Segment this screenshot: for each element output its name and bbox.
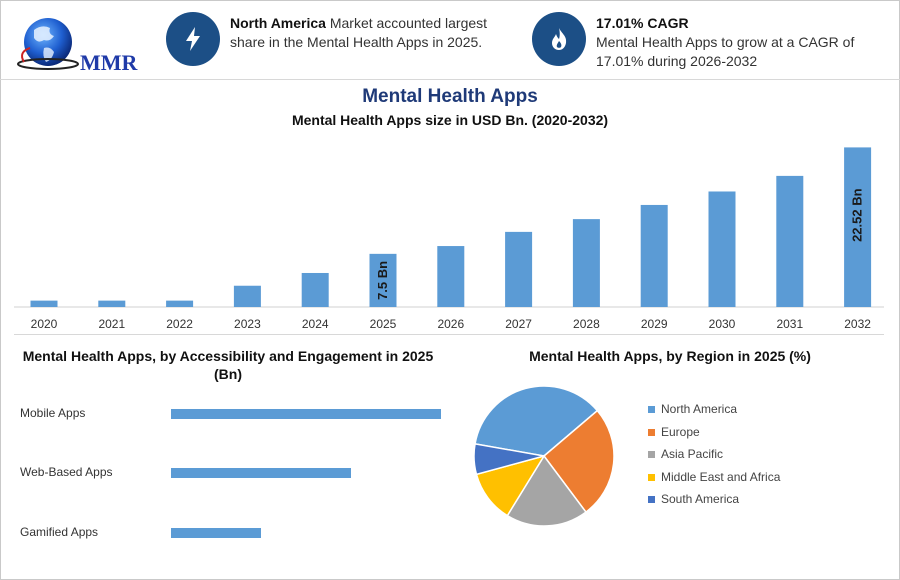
chart-subtitle: Mental Health Apps size in USD Bn. (2020… — [291, 112, 609, 128]
bar-2027 — [505, 231, 533, 307]
tick-label-2030: 2030 — [709, 317, 736, 331]
info2-bold: 17.01% CAGR — [596, 15, 689, 31]
market-size-bar-chart: 2020 2021 2022 2023 2024 2025 2026 2027 2028 2029… — [14, 147, 884, 331]
info1-bold: North America — [230, 15, 326, 31]
hbar-label-gamified-apps: Gamified Apps — [20, 525, 98, 539]
region-chart-title: Mental Health Apps, by Region in 2025 (%… — [529, 348, 811, 364]
logo-text: MMR — [80, 50, 138, 75]
accessibility-bar-chart: Mobile Apps Web-Based Apps Gamified Apps — [20, 406, 441, 539]
tick-label-2024: 2024 — [302, 317, 329, 331]
tick-label-2028: 2028 — [573, 317, 600, 331]
chart-title: Mental Health Apps — [362, 86, 538, 107]
data-label-2032: 22.52 Bn — [850, 188, 865, 242]
pie-slice-europe — [542, 409, 615, 514]
bar-2025 — [369, 253, 397, 307]
bar-2031 — [776, 175, 804, 307]
bar-2020 — [30, 300, 58, 307]
tick-label-2020: 2020 — [31, 317, 58, 331]
tick-label-2026: 2026 — [437, 317, 464, 331]
info1-body: Market accounted largest share in the Me… — [230, 15, 488, 50]
pie-slice-north-america — [474, 385, 599, 457]
accessibility-chart-title: Mental Health Apps, by Accessibility and… — [22, 348, 434, 382]
tick-label-2029: 2029 — [641, 317, 668, 331]
lightning-icon — [186, 27, 200, 51]
hbar-web-based-apps — [171, 468, 351, 478]
tick-label-2025: 2025 — [370, 317, 397, 331]
header-divider — [0, 79, 900, 80]
bar-2021 — [98, 300, 126, 307]
bar-2023 — [233, 285, 261, 307]
tick-label-2022: 2022 — [166, 317, 193, 331]
legend-swatch-europe — [648, 428, 655, 436]
hbar-label-web-based-apps: Web-Based Apps — [20, 465, 113, 479]
hbar-mobile-apps — [171, 409, 441, 419]
tick-label-2031: 2031 — [776, 317, 803, 331]
tick-label-2023: 2023 — [234, 317, 261, 331]
info2-body: Mental Health Apps to grow at a CAGR of … — [596, 34, 855, 69]
bar-2030 — [708, 191, 736, 307]
hbar-label-mobile-apps: Mobile Apps — [20, 406, 85, 420]
info1-text: North America Market accounted largest s… — [230, 14, 506, 52]
section-divider — [14, 334, 884, 335]
legend-swatch-south-america — [648, 496, 655, 503]
bar-2032 — [844, 147, 872, 307]
info2-badge — [532, 12, 586, 66]
legend-label-south-america: South America — [661, 492, 740, 506]
legend-label-middle-east-and-africa: Middle East and Africa — [661, 469, 781, 484]
mmr-logo: MMR — [14, 12, 138, 78]
legend-label-north-america: North America — [661, 402, 738, 416]
legend-label-europe: Europe — [661, 424, 700, 439]
globe-icon — [17, 18, 79, 70]
pie-slice-south-america — [473, 442, 545, 476]
legend-label-asia-pacific: Asia Pacific — [661, 447, 724, 461]
info-north-america: North America Market accounted largest s… — [166, 10, 506, 70]
legend-swatch-middle-east-and-africa — [648, 473, 655, 481]
pie-slice-asia-pacific — [506, 454, 587, 527]
bar-2022 — [166, 300, 194, 307]
tick-label-2032: 2032 — [844, 317, 871, 331]
data-label-2025: 7.5 Bn — [375, 261, 390, 300]
info1-badge — [166, 12, 220, 66]
flame-icon — [552, 28, 567, 50]
tick-label-2021: 2021 — [98, 317, 125, 331]
bar-2029 — [640, 204, 668, 307]
bar-2028 — [572, 219, 600, 307]
info2-text: 17.01% CAGR Mental Health Apps to grow at… — [596, 14, 892, 71]
hbar-gamified-apps — [171, 528, 261, 538]
info-cagr: 17.01% CAGR Mental Health Apps to grow at… — [532, 10, 892, 70]
region-pie-chart — [473, 385, 615, 527]
tick-label-2027: 2027 — [505, 317, 532, 331]
legend-swatch-asia-pacific — [648, 451, 655, 458]
legend-swatch-north-america — [648, 406, 655, 413]
bar-2026 — [437, 246, 465, 307]
bar-2024 — [301, 272, 329, 307]
